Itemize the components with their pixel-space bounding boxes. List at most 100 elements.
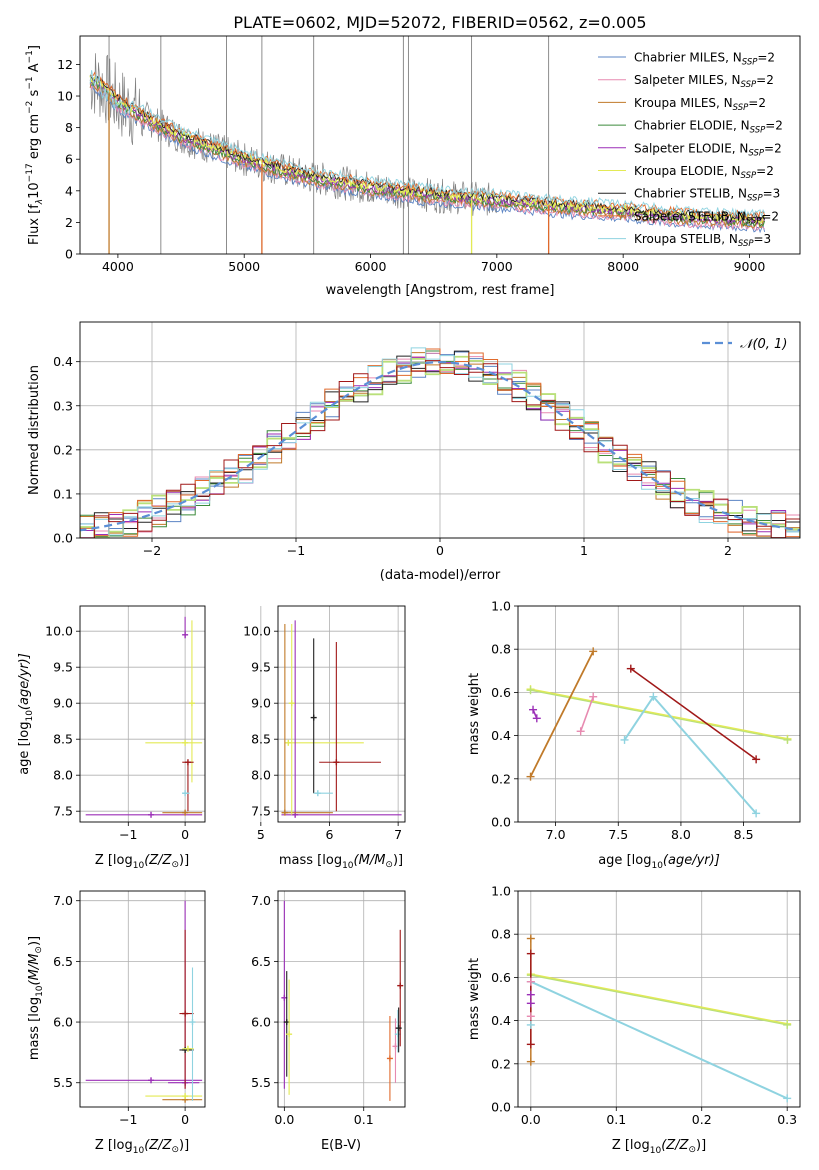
legend-entry: Chabrier MILES, NSSP=2 (634, 51, 775, 68)
tick-label-x: 1 (580, 543, 588, 558)
axis-label-y: mass weight (467, 673, 482, 755)
tick-label-y: 0 (65, 247, 73, 262)
tick-label-y: 0.2 (491, 771, 511, 786)
tick-label-x: −1 (119, 827, 137, 842)
tick-label-x: 8.5 (734, 827, 754, 842)
tick-label-y: 8.5 (53, 732, 73, 747)
legend-entry: Kroupa MILES, NSSP=2 (634, 96, 766, 113)
tick-label-x: 2 (724, 543, 732, 558)
tick-label-y: 1.0 (491, 884, 511, 899)
axis-label-x: Z [log10(Z/Z⊙)] (95, 1138, 189, 1156)
axis-label-x: Z [log10(Z/Z⊙)] (95, 853, 189, 871)
plot-area (281, 900, 404, 1101)
tick-label-y: 0.4 (491, 728, 511, 743)
tick-label-y: 2 (65, 215, 73, 230)
tick-label-y: 5.5 (251, 1075, 271, 1090)
tick-label-x: 0.3 (777, 1112, 797, 1127)
tick-label-y: 0.4 (491, 1013, 511, 1028)
tick-label-y: 10.0 (45, 624, 73, 639)
tick-label-x: 5 (257, 827, 265, 842)
tick-label-x: −1 (287, 543, 305, 558)
tick-label-x: 5000 (228, 259, 260, 274)
plot-area (80, 347, 800, 538)
axes-frame (517, 605, 801, 823)
tick-label-x: 0.0 (274, 1112, 294, 1127)
tick-label-x: 0 (436, 543, 444, 558)
tick-label-y: 0.2 (491, 1056, 511, 1071)
weight-line-dark_red (630, 667, 757, 761)
tick-label-x: 0 (181, 827, 189, 842)
tick-label-y: 0.6 (491, 685, 511, 700)
legend-entry: Kroupa STELIB, NSSP=3 (634, 232, 771, 249)
tick-label-y: 0.0 (491, 815, 511, 830)
weight-line-kroupa_stelib (623, 695, 757, 815)
tick-label-y: 0.3 (53, 398, 73, 413)
tick-label-y: 6.5 (53, 954, 73, 969)
panel-mass_vs_z: −1 0 5.5 6.0 6.5 7.0 Z [log10(Z/Z⊙)] mass [log1… (27, 890, 206, 1156)
tick-label-y: 0.8 (491, 642, 511, 657)
axis-label-y: mass weight (467, 958, 482, 1040)
tick-label-x: 8.0 (671, 827, 691, 842)
tick-label-x: 7000 (481, 259, 513, 274)
tick-label-y: 7.5 (251, 804, 271, 819)
weight-line-light_green (530, 689, 788, 741)
tick-label-y: 0.8 (491, 927, 511, 942)
axis-label-x: Z [log10(Z/Z⊙)] (612, 1138, 706, 1156)
tick-label-y: 9.0 (251, 696, 271, 711)
tick-label-y: 12 (57, 57, 73, 72)
axis-label-x: age [log10(age/yr)] (598, 853, 720, 871)
weight-line-kroupa_elodie (530, 688, 788, 740)
plot-area (526, 934, 792, 1103)
tick-label-y: 8.0 (53, 768, 73, 783)
tick-label-y: 0.1 (53, 486, 73, 501)
tick-label-y: 1.0 (491, 599, 511, 614)
tick-label-y: 7.0 (251, 893, 271, 908)
panel-mass_vs_ebv: 0.0 0.1 5.5 6.0 6.5 7.0 E(B-V) (251, 890, 406, 1153)
panel-weight_vs_age: 7.0 7.5 8.0 8.5 0.0 0.2 0.4 0.6 0.8 1.0 mass weigh… (467, 599, 801, 871)
plot-area (89, 36, 766, 254)
tick-label-y: 7.5 (53, 804, 73, 819)
axis-label-y: age [log10(age/yr)] (17, 653, 35, 775)
model-salpeter_elodie (89, 76, 766, 225)
tick-label-y: 6.0 (251, 1015, 271, 1030)
tick-label-y: 10.0 (243, 624, 271, 639)
tick-label-y: 10 (57, 89, 73, 104)
plot-area (526, 647, 792, 818)
tick-label-y: 8.0 (251, 768, 271, 783)
tick-label-x: 4000 (102, 259, 134, 274)
panel-residuals: −2 −1 0 1 2 0.0 0.1 0.2 0.3 0.4 𝒩(0, 1) (data-model… (27, 321, 801, 583)
weight-line-kroupa_stelib (530, 980, 788, 1100)
tick-label-y: 0.4 (53, 354, 73, 369)
tick-label-x: 0.2 (692, 1112, 712, 1127)
tick-label-x: 0 (181, 1112, 189, 1127)
data-spectrum (89, 53, 765, 228)
weight-line-light_green (530, 974, 788, 1026)
tick-label-y: 0.0 (491, 1100, 511, 1115)
axes-frame (277, 890, 406, 1108)
panel-age_vs_z: −1 0 7.5 8.0 8.5 9.0 9.5 10.0 Z [log10(Z/Z⊙)] age… (17, 605, 206, 871)
panel-spectrum: 4000 5000 6000 7000 8000 9000 0 2 4 6 8 10 12 wavelen… (25, 35, 801, 298)
tick-label-y: 9.5 (53, 660, 73, 675)
legend-entry: Salpeter ELODIE, NSSP=2 (634, 141, 782, 158)
gaussian-curve (80, 361, 800, 532)
axes-frame (79, 35, 801, 255)
tick-label-y: 8.5 (251, 732, 271, 747)
axes-frame (517, 890, 801, 1108)
plot-area (85, 900, 203, 1103)
tick-label-y: 8 (65, 120, 73, 135)
axis-label-y: Flux [fλ10−17 erg cm−2 s−1 A−1] (25, 45, 45, 245)
tick-label-y: 0.6 (491, 970, 511, 985)
tick-label-y: 9.5 (251, 660, 271, 675)
axis-label-x: wavelength [Angstrom, rest frame] (326, 283, 555, 298)
histogram-dark_red (80, 360, 800, 538)
legend: Chabrier MILES, NSSP=2 Salpeter MILES, NS… (598, 51, 783, 249)
tick-label-x: 6 (326, 827, 334, 842)
plot-area (85, 616, 203, 818)
tick-label-x: 8000 (607, 259, 639, 274)
model-chabrier_miles (89, 83, 766, 234)
weight-line-kroupa_miles (529, 650, 595, 778)
tick-label-x: −1 (119, 1112, 137, 1127)
tick-label-x: 9000 (734, 259, 766, 274)
weight-line-salpeter_miles (579, 696, 594, 732)
